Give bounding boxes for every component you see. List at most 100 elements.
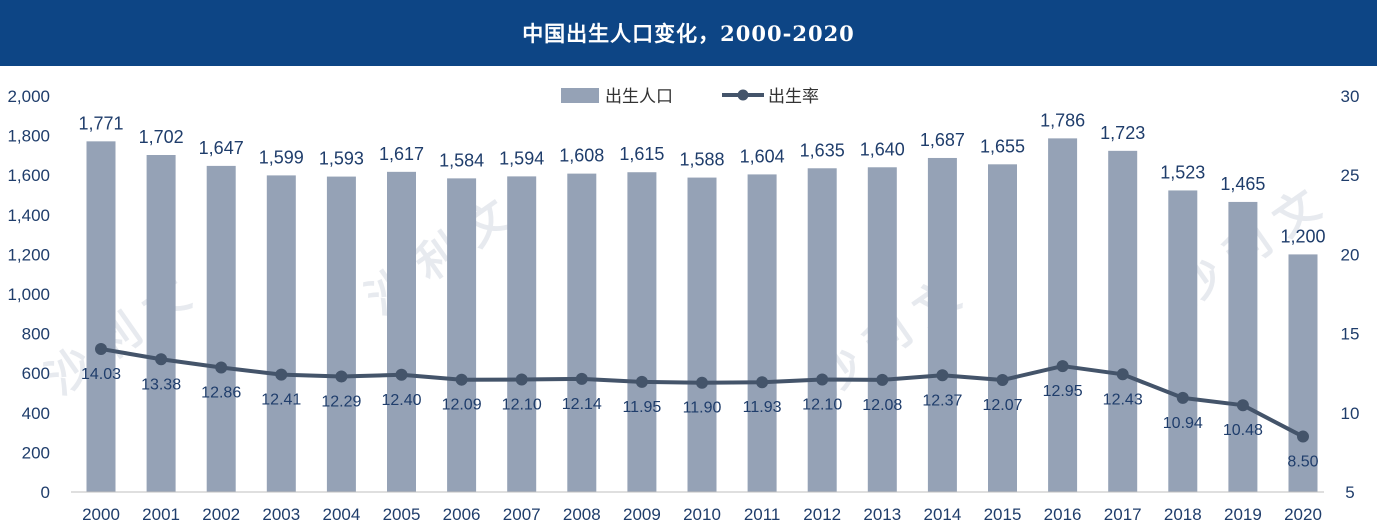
- x-axis-tick-label: 2007: [503, 505, 541, 524]
- rate-point: [335, 370, 348, 383]
- rate-data-label: 8.50: [1287, 454, 1318, 471]
- x-axis-tick-label: 2013: [863, 505, 901, 524]
- right-axis-tick-label: 25: [1341, 166, 1360, 185]
- x-axis-tick-label: 2020: [1284, 505, 1322, 524]
- rate-point: [1176, 391, 1189, 404]
- x-axis: 2000 2001 2002 2003 2004 2005 2006 2007 2008 2009…: [71, 491, 1324, 524]
- bar-data-label: 1,640: [860, 139, 905, 159]
- left-axis-tick-label: 400: [22, 404, 50, 423]
- rate-data-label: 14.03: [81, 366, 121, 383]
- rate-data-label: 12.37: [922, 392, 962, 409]
- rate-data-label: 12.40: [381, 392, 421, 409]
- rate-data-label: 12.09: [442, 397, 482, 414]
- rate-data-label: 12.10: [502, 397, 542, 414]
- left-axis-tick-label: 1,200: [7, 245, 50, 264]
- bar-data-label: 1,617: [379, 144, 424, 164]
- bar: [1228, 201, 1258, 492]
- left-axis-tick-label: 200: [22, 443, 50, 462]
- x-axis-tick-label: 2001: [142, 505, 180, 524]
- rate-point: [1297, 430, 1309, 443]
- chart-title: 中国出生人口变化，2000-2020: [522, 21, 855, 46]
- rate-point: [635, 375, 648, 388]
- legend-label-line: 出生率: [768, 87, 819, 107]
- bar-data-label: 1,599: [259, 147, 304, 167]
- watermark-text: 沙 利 文: [357, 190, 519, 325]
- left-axis-tick-label: 2,000: [7, 87, 50, 106]
- bar-data-label: 1,771: [78, 113, 123, 133]
- bar-label-group: 1,771 1,702 1,647 1,599 1,593 1,617 1,584 1,594…: [78, 110, 1325, 246]
- bar-data-label: 1,588: [679, 150, 724, 170]
- bar: [927, 157, 957, 492]
- bar-data-label: 1,593: [319, 149, 364, 169]
- bar-data-label: 1,786: [1040, 110, 1085, 130]
- rate-point: [1056, 360, 1069, 373]
- bar: [507, 176, 537, 492]
- left-axis-tick-label: 800: [22, 325, 50, 344]
- bar: [747, 174, 777, 492]
- rate-label-group: 14.03 13.38 12.86 12.41 12.29 12.40 12.09 12.10…: [81, 366, 1319, 471]
- x-axis-tick-label: 2008: [563, 505, 601, 524]
- rate-point: [696, 376, 708, 389]
- x-axis-tick-label: 2017: [1104, 505, 1142, 524]
- rate-data-label: 12.41: [261, 392, 301, 409]
- rate-data-label: 11.90: [683, 400, 722, 417]
- x-axis-tick-label: 2002: [202, 505, 240, 524]
- rate-data-label: 12.95: [1043, 383, 1083, 400]
- rate-data-label: 12.43: [1103, 391, 1143, 408]
- rate-point: [1236, 399, 1249, 412]
- bar: [1168, 190, 1198, 493]
- rate-point: [1116, 368, 1129, 381]
- right-y-axis: 5 10 15 20 25 30: [1341, 87, 1360, 502]
- bar-data-label: 1,594: [499, 148, 544, 168]
- x-axis-tick-label: 2016: [1044, 505, 1082, 524]
- rate-point: [936, 369, 949, 382]
- bar: [146, 155, 176, 492]
- x-axis-tick-label: 2014: [923, 505, 961, 524]
- line-series: [95, 342, 1309, 443]
- bar: [1048, 138, 1078, 492]
- bar: [1108, 150, 1138, 492]
- rate-data-label: 12.08: [862, 397, 902, 414]
- bar-data-label: 1,647: [199, 138, 244, 158]
- rate-data-label: 10.48: [1223, 422, 1263, 439]
- legend-marker-line: [737, 89, 749, 101]
- rate-point: [395, 368, 408, 381]
- rate-point: [215, 361, 228, 374]
- rate-point: [816, 373, 829, 386]
- right-axis-tick-label: 30: [1341, 87, 1360, 106]
- left-axis-tick-label: 1,600: [7, 166, 50, 185]
- bar: [567, 173, 597, 492]
- rate-data-label: 10.94: [1163, 415, 1203, 432]
- rate-point: [275, 368, 288, 381]
- bar-data-label: 1,702: [139, 127, 184, 147]
- rate-point: [95, 342, 107, 355]
- rate-point: [876, 373, 889, 386]
- right-axis-tick-label: 20: [1341, 245, 1360, 264]
- x-axis-tick-label: 2010: [683, 505, 721, 524]
- rate-data-label: 12.14: [562, 396, 602, 413]
- bar-data-label: 1,608: [559, 146, 604, 166]
- right-axis-tick-label: 5: [1345, 483, 1354, 502]
- left-axis-tick-label: 1,000: [7, 285, 50, 304]
- rate-data-label: 12.07: [982, 397, 1022, 414]
- legend-swatch-bar: [561, 88, 599, 103]
- rate-data-label: 13.38: [141, 376, 181, 393]
- left-axis-tick-label: 600: [22, 364, 50, 383]
- rate-point: [155, 353, 168, 366]
- bar-data-label: 1,465: [1220, 174, 1265, 194]
- bar: [387, 171, 416, 493]
- rate-point: [756, 376, 769, 389]
- rate-data-label: 11.95: [622, 399, 661, 416]
- x-axis-tick-label: 2009: [623, 505, 661, 524]
- bar: [687, 177, 717, 492]
- right-axis-tick-label: 15: [1341, 325, 1360, 344]
- bar-series: [86, 138, 1318, 493]
- legend-label-bar: 出生人口: [605, 87, 673, 107]
- bar-data-label: 1,604: [740, 146, 785, 166]
- x-axis-tick-label: 2012: [803, 505, 841, 524]
- bar-data-label: 1,584: [439, 150, 484, 170]
- left-y-axis: 0 200 400 600 800 1,000 1,200 1,400 1,600 1,800 2,…: [7, 87, 50, 502]
- x-axis-tick-label: 2018: [1164, 505, 1202, 524]
- rate-point: [515, 373, 528, 386]
- bar: [86, 141, 116, 492]
